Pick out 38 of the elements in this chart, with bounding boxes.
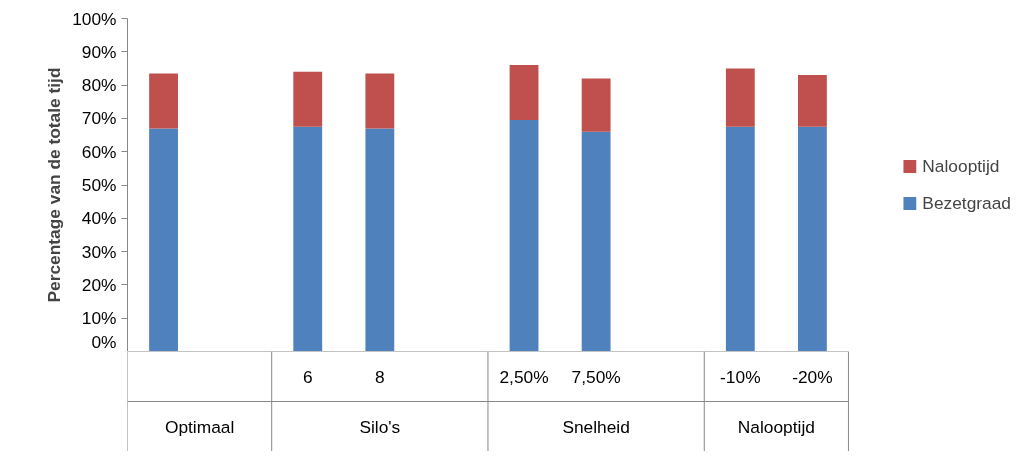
bar: [293, 71, 323, 127]
x-tick-label: 6: [302, 366, 313, 387]
bar: [798, 126, 827, 351]
y-tick-label: 80%: [81, 75, 117, 96]
bar: [149, 128, 178, 351]
bar: [149, 73, 178, 129]
y-tick-label: 50%: [81, 175, 117, 195]
bar: [798, 75, 827, 127]
bar: [725, 68, 755, 127]
x-tick-label: 2,50%: [499, 366, 549, 387]
y-tick-label: 70%: [81, 108, 117, 129]
y-tick-label: 60%: [81, 141, 117, 162]
x-tick-label: -10%: [720, 366, 761, 387]
y-tick-label: 90%: [81, 41, 117, 62]
text: Snelheid: [562, 416, 630, 437]
bar: [725, 126, 755, 351]
y-tick-label: 40%: [81, 208, 117, 229]
x-tick-label: -20%: [792, 366, 833, 387]
bar: [365, 128, 395, 351]
y-axis-title: Percentage van de totale tijd: [44, 67, 65, 303]
bar: [365, 73, 395, 129]
legend-label: Nalooptijd: [922, 155, 1000, 177]
y-tick-label: 30%: [81, 241, 117, 262]
x-tick-label: 7,50%: [571, 366, 621, 387]
bar: [293, 126, 323, 351]
bar: [509, 65, 539, 121]
bar: [509, 120, 539, 351]
text: Nalooptijd: [737, 416, 815, 437]
text: Silo's: [359, 416, 401, 437]
bar: [581, 131, 611, 351]
y-tick-label: 100%: [72, 8, 117, 29]
text: Optimaal: [164, 416, 235, 437]
y-tick-label: 20%: [81, 274, 117, 295]
y-tick-label: 0%: [91, 331, 117, 352]
legend-label: Bezetgraad: [922, 192, 1011, 214]
y-tick-label: 10%: [81, 308, 117, 329]
bar: [581, 78, 611, 132]
x-tick-label: 8: [375, 366, 385, 387]
